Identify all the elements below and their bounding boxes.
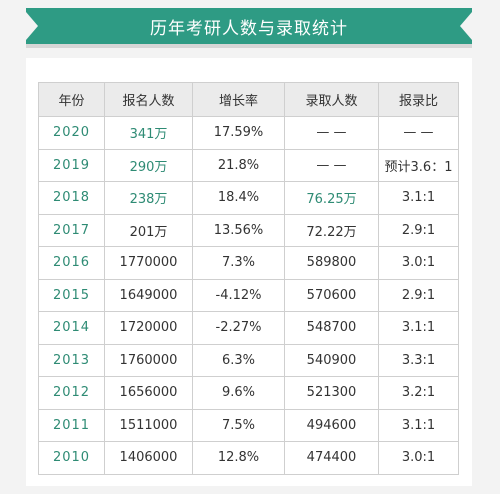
table-cell: 474400 — [284, 441, 379, 475]
year-cell: 2012 — [38, 376, 105, 410]
table-cell: 3.3:1 — [378, 343, 459, 377]
table-cell: 76.25万 — [284, 181, 379, 215]
table-cell: 494600 — [284, 408, 379, 442]
year-cell: 2018 — [38, 181, 105, 215]
table-cell: 1406000 — [104, 441, 193, 475]
banner-shadow — [26, 40, 472, 48]
table-row: 2015 1649000 -4.12% 570600 2.9:1 — [38, 278, 459, 312]
year-cell: 2019 — [38, 148, 105, 182]
table-cell: 1720000 — [104, 311, 193, 345]
table-row: 2011 1511000 7.5% 494600 3.1:1 — [38, 408, 459, 442]
table-cell: 589800 — [284, 246, 379, 280]
table-cell: 3.1:1 — [378, 408, 459, 442]
table-row: 2010 1406000 12.8% 474400 3.0:1 — [38, 441, 459, 475]
table-row: 2020 341万 17.59% — — — — — [38, 116, 459, 150]
table-row: 2019 290万 21.8% — — 预计3.6：1 — [38, 148, 459, 182]
table-cell: 540900 — [284, 343, 379, 377]
table-cell: 3.1:1 — [378, 181, 459, 215]
table-cell: 1511000 — [104, 408, 193, 442]
year-cell: 2020 — [38, 116, 105, 150]
table-row: 2013 1760000 6.3% 540900 3.3:1 — [38, 343, 459, 377]
table-cell: 201万 — [104, 213, 193, 247]
table-cell: — — — [284, 148, 379, 182]
year-cell: 2016 — [38, 246, 105, 280]
table-row: 2012 1656000 9.6% 521300 3.2:1 — [38, 376, 459, 410]
column-header: 增长率 — [192, 82, 285, 117]
table-row: 2018 238万 18.4% 76.25万 3.1:1 — [38, 181, 459, 215]
table-cell: — — — [378, 116, 459, 150]
table-cell: 1656000 — [104, 376, 193, 410]
table-body: 2020 341万 17.59% — — — —2019 290万 21.8% — — 预计3.… — [38, 116, 459, 475]
table-cell: 21.8% — [192, 148, 285, 182]
table-cell: 548700 — [284, 311, 379, 345]
table-cell: 341万 — [104, 116, 193, 150]
table-cell: — — — [284, 116, 379, 150]
table-cell: 12.8% — [192, 441, 285, 475]
table-cell: 预计3.6：1 — [378, 148, 459, 182]
table-cell: 3.0:1 — [378, 441, 459, 475]
table-cell: -2.27% — [192, 311, 285, 345]
year-cell: 2010 — [38, 441, 105, 475]
column-header: 年份 — [38, 82, 105, 117]
table-cell: 1760000 — [104, 343, 193, 377]
banner-notch-right — [460, 12, 472, 40]
table-cell: 18.4% — [192, 181, 285, 215]
table-cell: 13.56% — [192, 213, 285, 247]
table-cell: 290万 — [104, 148, 193, 182]
table-row: 2016 1770000 7.3% 589800 3.0:1 — [38, 246, 459, 280]
table-cell: 3.1:1 — [378, 311, 459, 345]
table-cell: 6.3% — [192, 343, 285, 377]
table-title: 历年考研人数与录取统计 — [26, 8, 472, 44]
table-cell: 7.5% — [192, 408, 285, 442]
table-cell: 2.9:1 — [378, 213, 459, 247]
year-cell: 2013 — [38, 343, 105, 377]
year-cell: 2017 — [38, 213, 105, 247]
header-row: 年份 报名人数 增长率 录取人数 报录比 — [38, 82, 459, 117]
table-cell: 1649000 — [104, 278, 193, 312]
table-cell: 9.6% — [192, 376, 285, 410]
column-header: 报录比 — [378, 82, 459, 117]
table-cell: 3.0:1 — [378, 246, 459, 280]
stats-table: 年份 报名人数 增长率 录取人数 报录比 2020 341万 17.59% — — — … — [38, 82, 459, 475]
column-header: 报名人数 — [104, 82, 193, 117]
banner-notch-left — [26, 12, 38, 40]
table-row: 2014 1720000 -2.27% 548700 3.1:1 — [38, 311, 459, 345]
table-cell: 72.22万 — [284, 213, 379, 247]
table-cell: -4.12% — [192, 278, 285, 312]
table-cell: 7.3% — [192, 246, 285, 280]
table-row: 2017 201万 13.56% 72.22万 2.9:1 — [38, 213, 459, 247]
year-cell: 2014 — [38, 311, 105, 345]
table-cell: 570600 — [284, 278, 379, 312]
table-cell: 521300 — [284, 376, 379, 410]
year-cell: 2015 — [38, 278, 105, 312]
table-cell: 1770000 — [104, 246, 193, 280]
table-cell: 3.2:1 — [378, 376, 459, 410]
column-header: 录取人数 — [284, 82, 379, 117]
table-cell: 17.59% — [192, 116, 285, 150]
table-cell: 2.9:1 — [378, 278, 459, 312]
table-cell: 238万 — [104, 181, 193, 215]
year-cell: 2011 — [38, 408, 105, 442]
